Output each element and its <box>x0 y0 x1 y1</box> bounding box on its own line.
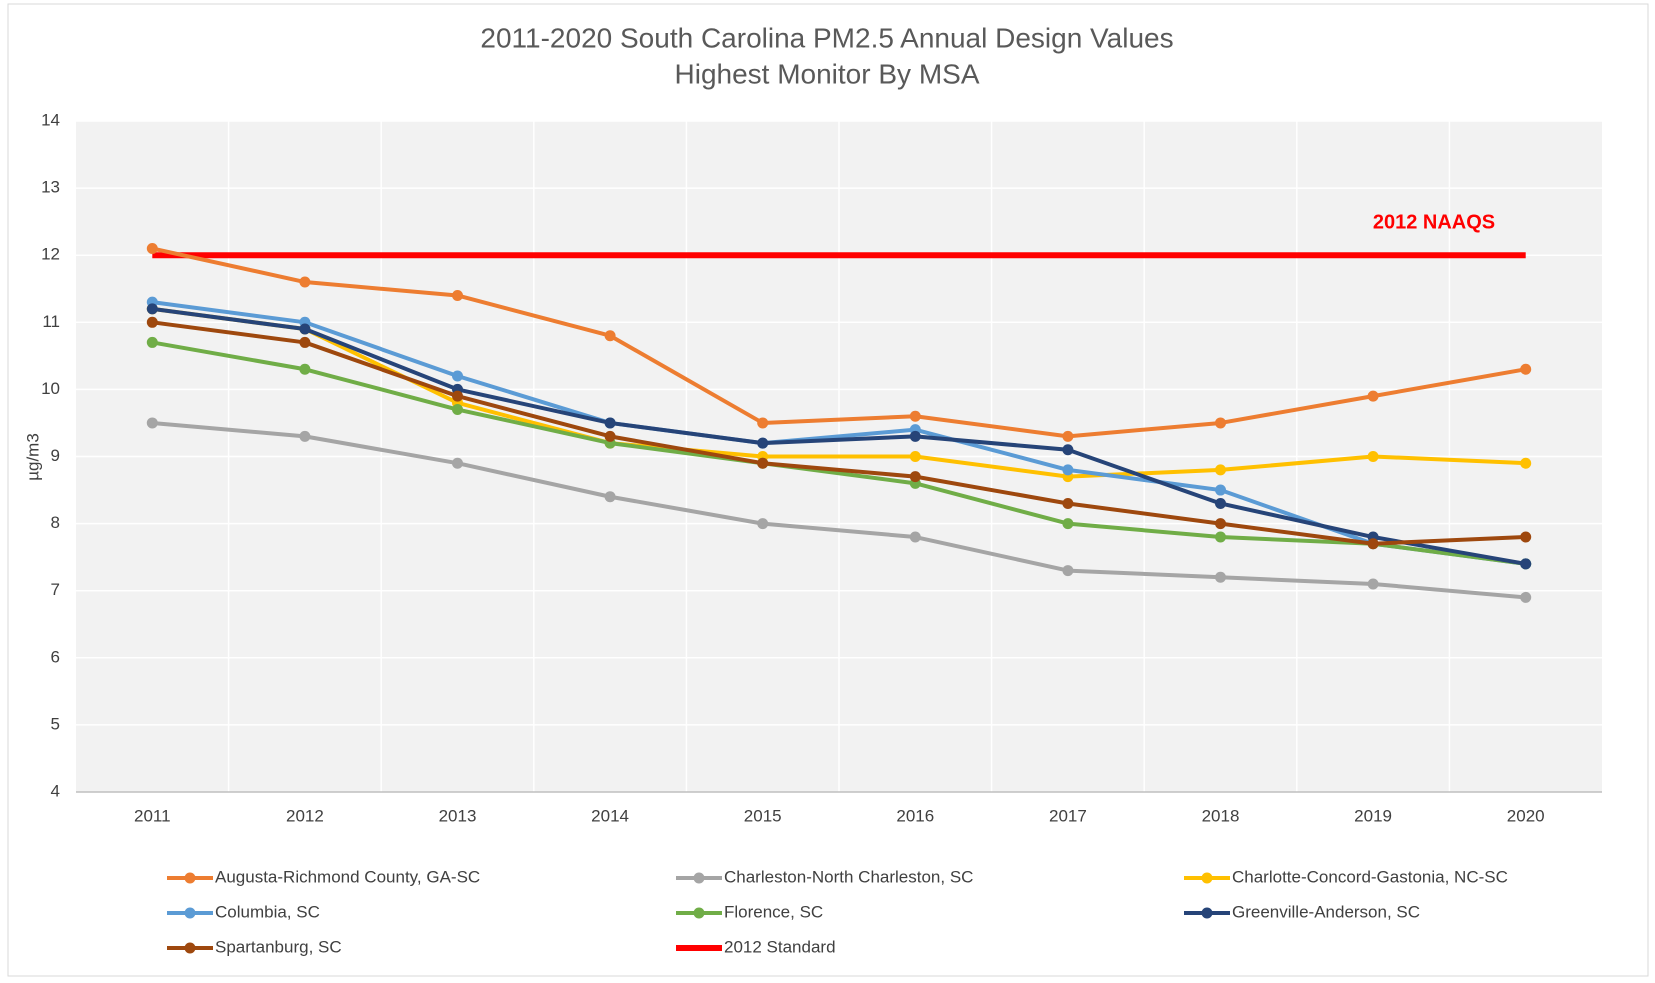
point <box>1215 464 1226 476</box>
point <box>299 363 311 375</box>
x-tick-label: 2012 <box>286 806 324 825</box>
chart-subtitle: Highest Monitor By MSA <box>675 58 980 89</box>
point <box>299 323 311 335</box>
legend-label: Florence, SC <box>724 902 823 921</box>
point <box>299 430 311 442</box>
point <box>1215 531 1226 543</box>
legend-label: Greenville-Anderson, SC <box>1232 902 1420 921</box>
point <box>1215 417 1226 429</box>
point <box>909 471 921 483</box>
x-tick-label: 2018 <box>1202 806 1240 825</box>
point <box>604 430 616 442</box>
y-tick-label: 10 <box>41 379 60 398</box>
point <box>452 370 463 382</box>
point <box>1520 558 1532 570</box>
y-tick-label: 13 <box>41 178 60 197</box>
point <box>909 451 921 462</box>
point <box>604 491 616 503</box>
y-tick-label: 11 <box>42 312 60 331</box>
point <box>1367 451 1379 462</box>
point <box>757 457 769 469</box>
point <box>604 417 616 429</box>
legend-marker <box>184 872 196 884</box>
y-axis-label: µg/m3 <box>23 433 42 481</box>
point <box>1062 464 1074 476</box>
chart-title: 2011-2020 South Carolina PM2.5 Annual De… <box>480 22 1173 53</box>
legend-marker <box>184 942 196 954</box>
x-tick-label: 2013 <box>439 806 477 825</box>
point <box>757 417 769 429</box>
point <box>1520 591 1532 603</box>
series-line <box>151 246 1527 439</box>
y-tick-label: 6 <box>51 647 60 666</box>
point <box>299 276 311 288</box>
series-line <box>152 306 1527 566</box>
y-tick-label: 7 <box>51 580 60 599</box>
point <box>1215 518 1226 530</box>
legend-marker <box>693 872 705 884</box>
point <box>146 316 158 328</box>
point <box>146 303 158 315</box>
point <box>1062 518 1074 530</box>
point <box>1367 578 1379 590</box>
point <box>1367 538 1379 550</box>
y-tick-label: 4 <box>51 781 60 800</box>
point <box>452 404 463 416</box>
legend-marker <box>1201 872 1213 884</box>
annotation: 2012 NAAQS <box>1373 211 1495 233</box>
legend-marker <box>693 907 705 919</box>
point <box>146 242 158 254</box>
legend-label: Augusta-Richmond County, GA-SC <box>215 867 480 886</box>
series-line <box>152 300 1526 566</box>
point <box>452 457 463 469</box>
point <box>909 430 921 442</box>
series-line <box>152 420 1526 600</box>
point <box>146 417 158 429</box>
point <box>757 518 769 530</box>
x-tick-label: 2014 <box>591 806 629 825</box>
legend-marker <box>184 907 196 919</box>
legend-label: Charlotte-Concord-Gastonia, NC-SC <box>1232 867 1508 886</box>
y-tick-label: 5 <box>51 714 60 733</box>
legend-label: Columbia, SC <box>215 902 320 921</box>
point <box>909 410 921 422</box>
legend-label: 2012 Standard <box>724 937 836 956</box>
point <box>452 289 463 301</box>
series-line <box>151 340 1526 566</box>
x-tick-label: 2011 <box>134 806 171 825</box>
point <box>1062 444 1074 456</box>
y-tick-label: 14 <box>41 110 60 129</box>
point <box>1520 531 1532 543</box>
point <box>299 336 311 348</box>
x-tick-label: 2019 <box>1354 806 1392 825</box>
legend-marker <box>1201 907 1213 919</box>
point <box>452 390 463 402</box>
point <box>1062 497 1074 509</box>
point <box>1062 565 1074 577</box>
x-tick-label: 2017 <box>1049 806 1087 825</box>
point <box>909 531 921 543</box>
point <box>1062 430 1074 442</box>
x-tick-label: 2020 <box>1507 806 1545 825</box>
y-tick-label: 8 <box>51 513 60 532</box>
point <box>1520 457 1532 469</box>
point <box>146 336 158 348</box>
point <box>1520 363 1532 375</box>
y-tick-label: 12 <box>41 245 60 264</box>
series-line <box>152 306 1526 479</box>
point <box>757 437 769 449</box>
point <box>1215 497 1226 509</box>
legend-label: Spartanburg, SC <box>215 937 342 956</box>
point <box>1215 571 1226 583</box>
point <box>1215 484 1226 496</box>
point <box>1367 390 1379 402</box>
series-line <box>152 320 1526 546</box>
x-tick-label: 2015 <box>744 806 782 825</box>
point <box>604 330 616 342</box>
y-tick-label: 9 <box>51 446 60 465</box>
legend-label: Charleston-North Charleston, SC <box>724 867 973 886</box>
x-tick-label: 2016 <box>896 806 934 825</box>
